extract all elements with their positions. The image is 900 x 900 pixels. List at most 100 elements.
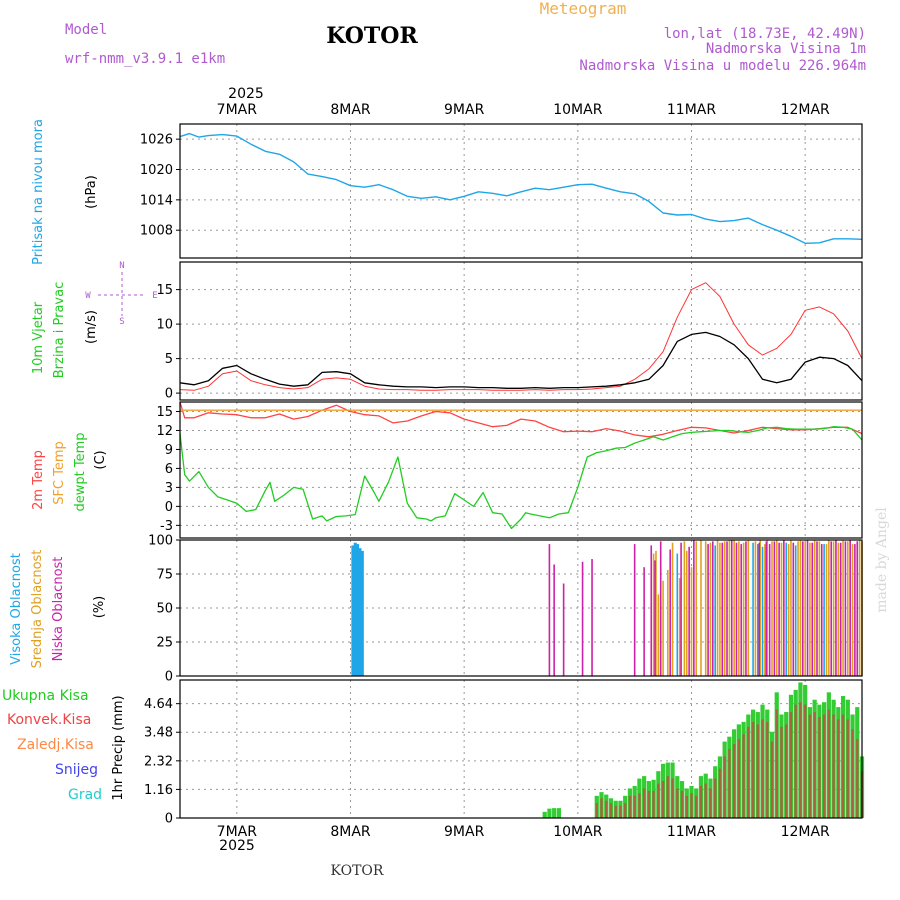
- low-cloud-bar: [712, 541, 714, 676]
- page-title: KOTOR: [326, 23, 418, 49]
- bottom-day-label: 8MAR: [330, 824, 371, 840]
- low-cloud-bar: [783, 540, 785, 676]
- low-cloud-bar: [830, 541, 833, 676]
- top-day-label: 9MAR: [444, 102, 485, 118]
- high-cloud-bar: [757, 544, 759, 676]
- pressure-unit: (hPa): [84, 175, 99, 209]
- dir-n-label: N: [119, 261, 124, 271]
- conv-precip-bar: [737, 739, 741, 818]
- low-cloud-bar: [680, 542, 682, 676]
- temp-unit: (C): [93, 450, 108, 469]
- y-tick-label: 0: [165, 670, 173, 685]
- conv-precip-bar: [666, 776, 670, 818]
- high-cloud-bar: [351, 545, 355, 676]
- mid-cloud-bar: [723, 541, 726, 676]
- conv-precip-bar: [619, 805, 622, 818]
- temp-2m-line: [179, 401, 863, 438]
- low-cloud-bar: [726, 541, 728, 676]
- mid-cloud-bar: [719, 542, 721, 676]
- mid-cloud-bar: [858, 540, 861, 676]
- y-tick-label: 15: [156, 405, 173, 420]
- panel-frame: [179, 679, 863, 819]
- pressure-panel: 1026 1020 1014 1008: [140, 123, 863, 259]
- conv-precip-bar: [803, 704, 807, 818]
- y-tick-label: 4.64: [144, 697, 173, 712]
- high-cloud-bar: [676, 553, 679, 676]
- low-cloud-bar: [548, 544, 551, 676]
- high-cloud-bar: [794, 545, 797, 676]
- high-cloud-bar: [353, 542, 357, 676]
- low-cloud-bar: [745, 541, 747, 676]
- y-tick-label: 12: [156, 424, 173, 439]
- conv-precip-bar: [837, 719, 840, 818]
- legend-convective-rain: Konvek.Kisa: [7, 712, 91, 728]
- conv-precip-bar: [799, 702, 802, 818]
- mid-cloud-bar: [690, 567, 693, 676]
- pressure-ylabel: Pritisak na nivou mora: [31, 119, 46, 265]
- top-day-label: 11MAR: [667, 102, 716, 118]
- low-cloud-bar: [801, 541, 804, 676]
- conv-precip-bar: [794, 704, 797, 818]
- mid-cloud-bar: [813, 540, 816, 676]
- conv-precip-bar: [623, 803, 627, 818]
- mid-cloud-bar: [809, 542, 811, 676]
- temp-ylabel-1: 2m Temp: [31, 450, 46, 510]
- low-cloud-bar: [553, 564, 555, 676]
- conv-precip-bar: [713, 778, 717, 818]
- conv-precip-bar: [695, 795, 698, 818]
- low-cloud-bar: [581, 561, 584, 676]
- mid-cloud-bar: [790, 540, 792, 676]
- low-cloud-bar: [643, 567, 645, 676]
- low-cloud-bar: [693, 540, 695, 676]
- conv-precip-bar: [600, 798, 603, 818]
- low-cloud-bar: [740, 544, 743, 676]
- conv-precip-bar: [822, 714, 826, 818]
- mid-cloud-bar: [818, 541, 821, 676]
- mid-cloud-bar: [828, 540, 830, 676]
- temperature-panel: 15 12 9 6 3 0 -3: [156, 401, 863, 539]
- elevation-label: Nadmorska Visina 1m: [706, 41, 866, 57]
- mid-cloud-bar: [685, 550, 688, 676]
- mid-cloud-bar: [842, 540, 844, 676]
- mid-cloud-bar: [678, 578, 681, 676]
- mid-cloud-bar: [766, 540, 769, 676]
- mid-cloud-bar: [652, 553, 655, 676]
- high-cloud-bar: [714, 545, 716, 676]
- top-day-label: 8MAR: [330, 102, 371, 118]
- legend-snow: Snijeg: [55, 762, 98, 778]
- conv-precip-bar: [676, 788, 679, 818]
- dir-e-label: E: [152, 291, 157, 301]
- conv-precip-bar: [732, 744, 736, 818]
- conv-precip-bar: [638, 793, 641, 818]
- conv-precip-bar: [642, 788, 646, 818]
- high-cloud-bar: [823, 544, 825, 676]
- mid-cloud-bar: [657, 594, 660, 676]
- legend-graupel: Grad: [68, 787, 102, 803]
- low-cloud-bar: [844, 541, 847, 676]
- precip-ylabel: 1hr Precip (mm): [111, 695, 126, 800]
- low-cloud-bar: [778, 542, 780, 676]
- mid-cloud-bar: [742, 542, 745, 676]
- lonlat-label: lon,lat (18.73E, 42.49N): [664, 26, 866, 42]
- cloud-ylabel-3: Niska Oblacnost: [51, 557, 66, 662]
- model-name: wrf-nmm_v3.9.1 e1km: [65, 51, 225, 67]
- panel-frame: [179, 123, 863, 259]
- mid-cloud-bar: [764, 544, 766, 676]
- model-elevation-label: Nadmorska Visina u modelu 226.964m: [579, 58, 866, 74]
- low-cloud-bar: [816, 541, 818, 676]
- dir-s-label: S: [119, 317, 124, 327]
- y-tick-label: 2.32: [144, 754, 173, 769]
- conv-precip-bar: [633, 795, 636, 818]
- low-cloud-bar: [650, 545, 653, 676]
- bottom-day-label: 11MAR: [667, 824, 716, 840]
- temp-dewpt-line: [179, 426, 863, 530]
- mid-cloud-bar: [797, 541, 799, 676]
- y-tick-label: 1026: [140, 133, 173, 148]
- conv-precip-bar: [808, 714, 812, 818]
- panel-frame: [179, 261, 863, 401]
- y-tick-label: 50: [156, 602, 173, 617]
- wind-panel: 15 10 5 0: [156, 261, 863, 402]
- conv-precip-bar: [742, 734, 745, 818]
- conv-precip-bar: [690, 793, 693, 818]
- bottom-day-labels: 7MAR 8MAR 9MAR 10MAR 11MAR 12MAR: [217, 824, 830, 840]
